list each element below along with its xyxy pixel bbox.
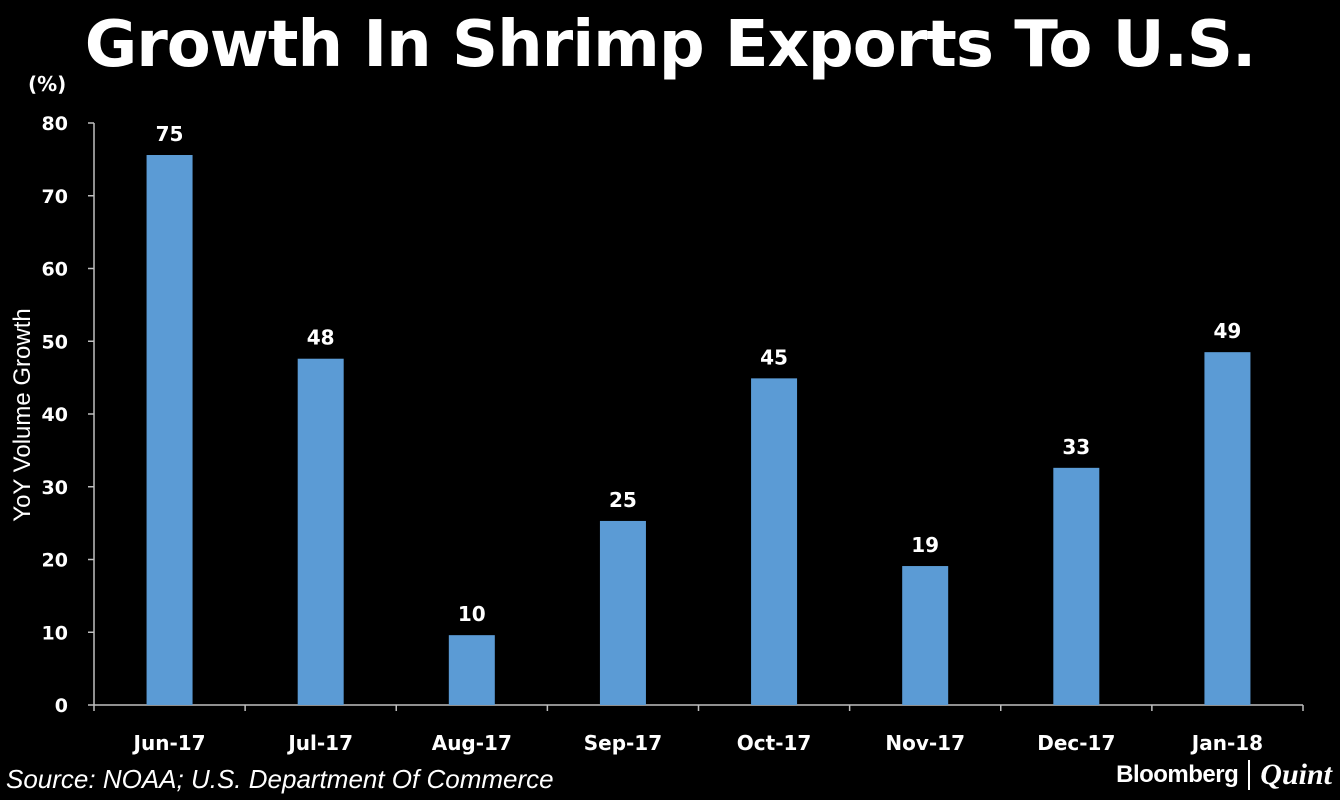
y-axis-unit-label: (%): [28, 72, 67, 96]
y-tick-label: 30: [42, 477, 68, 499]
data-label: 75: [156, 122, 184, 146]
y-tick-label: 50: [42, 331, 68, 353]
bars: [146, 155, 1251, 705]
y-tick-label: 60: [42, 259, 68, 281]
y-tick-label: 40: [42, 404, 68, 426]
y-tick-label: 20: [42, 550, 68, 572]
brand-logo: Bloomberg Quint: [1116, 758, 1332, 792]
data-label: 49: [1214, 319, 1242, 343]
data-label: 45: [760, 345, 788, 369]
bar-dec-17: [1053, 467, 1100, 705]
chart-title: Growth In Shrimp Exports To U.S.: [84, 8, 1257, 82]
bar-jul-17: [297, 358, 344, 705]
brand-divider: [1248, 760, 1251, 790]
y-axis-title: YoY Volume Growth: [9, 308, 36, 521]
bar-nov-17: [902, 566, 949, 705]
x-tick-label: Oct-17: [737, 731, 812, 755]
data-label: 19: [911, 533, 939, 557]
brand-bloomberg-text: Bloomberg: [1116, 761, 1239, 788]
y-tick-label: 0: [55, 695, 68, 717]
y-axis: 0 10 20 30 40 50 60 70 80: [42, 113, 95, 717]
data-labels: 75 48 10 25 45 19 33 49: [156, 122, 1242, 626]
x-tick-label: Dec-17: [1037, 731, 1115, 755]
bar-aug-17: [448, 635, 495, 705]
bar-oct-17: [751, 378, 798, 705]
x-tick-label: Nov-17: [885, 731, 965, 755]
data-label: 25: [609, 488, 637, 512]
x-tick-label: Jun-17: [132, 731, 206, 755]
bar-sep-17: [599, 520, 646, 705]
x-tick-label: Jul-17: [286, 731, 353, 755]
source-note: Source: NOAA; U.S. Department Of Commerc…: [6, 764, 554, 794]
x-tick-label: Aug-17: [432, 731, 512, 755]
bar-jan-18: [1204, 352, 1251, 705]
data-label: 33: [1062, 435, 1090, 459]
x-axis: Jun-17 Jul-17 Aug-17 Sep-17 Oct-17 Nov-17 Dec-…: [93, 704, 1304, 755]
x-tick-label: Jan-18: [1190, 731, 1263, 755]
bar-jun-17: [146, 155, 193, 705]
y-tick-label: 10: [42, 622, 68, 644]
x-tick-label: Sep-17: [584, 731, 662, 755]
data-label: 48: [307, 326, 335, 350]
data-label: 10: [458, 602, 486, 626]
brand-quint-text: Quint: [1260, 758, 1332, 791]
y-tick-label: 80: [42, 113, 68, 135]
y-tick-label: 70: [42, 186, 68, 208]
